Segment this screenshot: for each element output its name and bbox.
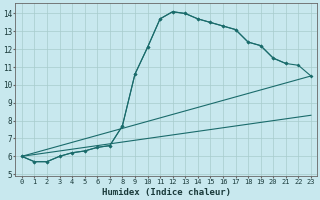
X-axis label: Humidex (Indice chaleur): Humidex (Indice chaleur) [102,188,231,197]
